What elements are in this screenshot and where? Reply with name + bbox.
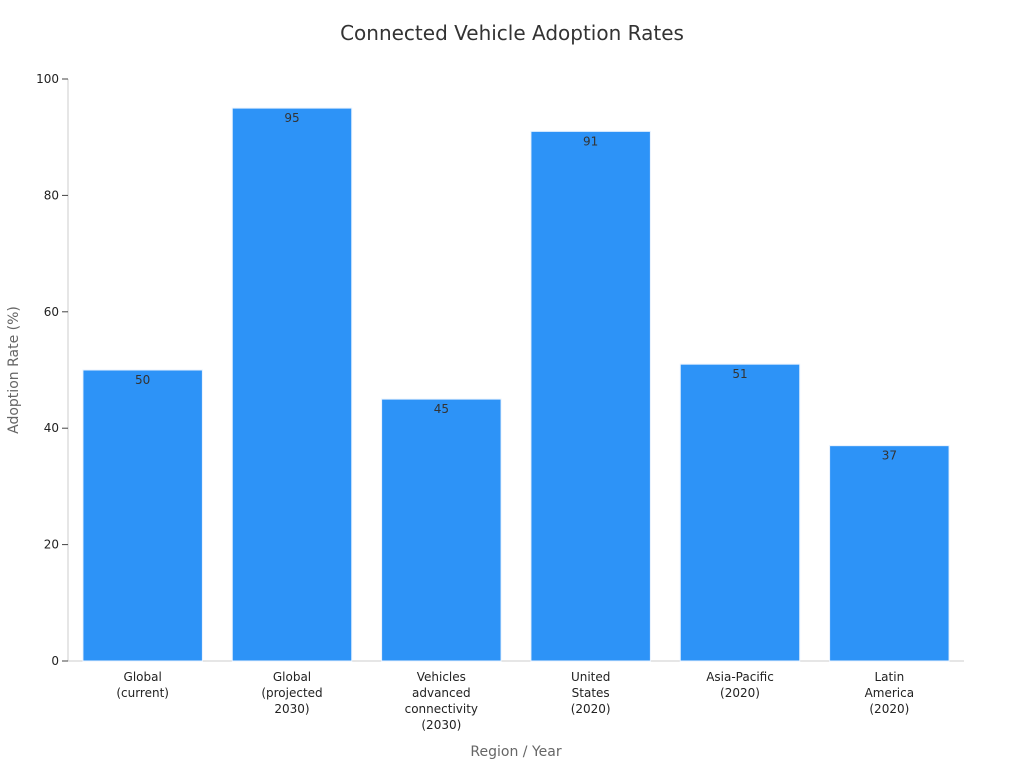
x-category-label-line: Global <box>273 670 311 684</box>
y-axis-ticks: 0 20 40 60 80 100 <box>36 72 68 668</box>
x-category-label: United States (2020) <box>571 670 611 716</box>
x-category-label-line: Latin <box>874 670 904 684</box>
x-category-label-line: (projected <box>261 686 322 700</box>
x-category-label-line: Global <box>124 670 162 684</box>
chart-title: Connected Vehicle Adoption Rates <box>340 21 684 45</box>
x-category-label-line: (2020) <box>720 686 760 700</box>
x-category-label: Asia-Pacific (2020) <box>706 670 774 700</box>
bar-value-label: 51 <box>732 367 747 381</box>
x-category-label-line: United <box>571 670 610 684</box>
x-category-label-line: Asia-Pacific <box>706 670 774 684</box>
x-category-label-line: America <box>865 686 915 700</box>
bars <box>82 107 950 662</box>
x-category-label-line: (2030) <box>421 718 461 732</box>
x-category-label-line: (2020) <box>571 702 611 716</box>
x-category-label: Latin America (2020) <box>865 670 915 716</box>
y-tick-label: 0 <box>51 654 59 668</box>
x-axis-category-labels: Global (current) Global (projected 2030) Vehi… <box>116 670 914 732</box>
y-axis-title: Adoption Rate (%) <box>6 306 22 434</box>
bar <box>82 369 203 662</box>
x-category-label-line: 2030) <box>274 702 309 716</box>
bar-value-label: 91 <box>583 134 598 148</box>
bar <box>829 445 950 662</box>
x-category-label-line: (current) <box>116 686 169 700</box>
bar-value-label: 50 <box>135 373 150 387</box>
x-category-label: Global (current) <box>116 670 169 700</box>
y-tick-label: 100 <box>36 72 59 86</box>
x-category-label: Global (projected 2030) <box>261 670 322 716</box>
y-tick-label: 80 <box>44 188 59 202</box>
x-category-label: Vehicles advanced connectivity (2030) <box>405 670 478 732</box>
x-category-label-line: (2020) <box>869 702 909 716</box>
y-tick-label: 40 <box>44 421 59 435</box>
x-category-label-line: connectivity <box>405 702 478 716</box>
x-category-label-line: advanced <box>412 686 471 700</box>
bar-value-label: 37 <box>882 449 897 463</box>
bar <box>231 107 353 662</box>
bar-value-label: 95 <box>284 111 299 125</box>
data-labels: 50 95 45 91 51 37 <box>135 111 897 463</box>
y-tick-label: 60 <box>44 305 59 319</box>
bar-value-label: 45 <box>434 402 449 416</box>
x-category-label-line: States <box>572 686 610 700</box>
bar <box>381 398 502 662</box>
bar <box>530 130 651 662</box>
x-category-label-line: Vehicles <box>417 670 466 684</box>
bar <box>679 363 801 662</box>
x-axis-title: Region / Year <box>470 744 561 760</box>
y-tick-label: 20 <box>44 538 59 552</box>
